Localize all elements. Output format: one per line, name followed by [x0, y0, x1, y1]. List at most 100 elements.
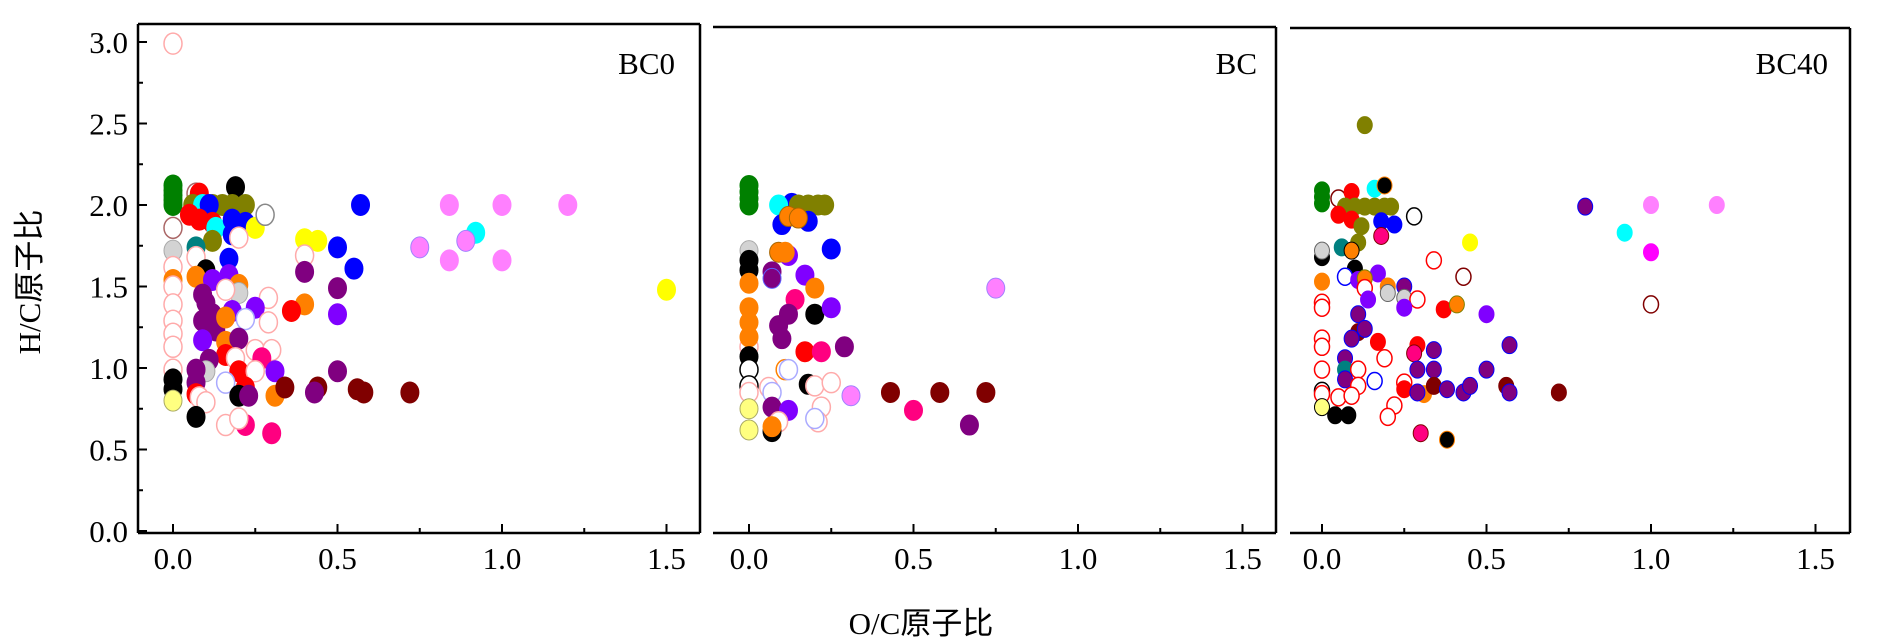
- data-point: [805, 303, 825, 325]
- data-point: [1501, 383, 1518, 402]
- data-point: [1616, 223, 1633, 242]
- data-point: [805, 375, 825, 397]
- data-point: [1356, 319, 1373, 338]
- data-point: [186, 405, 206, 428]
- data-point: [196, 390, 216, 414]
- data-point: [328, 303, 347, 326]
- data-point: [657, 278, 676, 301]
- data-point: [328, 277, 347, 300]
- data-point: [821, 297, 841, 319]
- data-point: [439, 194, 459, 216]
- data-point: [986, 277, 1006, 299]
- data-point: [1379, 284, 1396, 303]
- panel-label-bc0: BC0: [618, 46, 675, 81]
- data-point: [193, 329, 213, 352]
- data-point: [1409, 360, 1426, 379]
- data-point: [308, 229, 328, 252]
- x-tick-label: 0.5: [894, 541, 933, 576]
- data-point: [558, 194, 578, 216]
- data-point: [841, 385, 861, 407]
- x-tick-label: 0.5: [1467, 541, 1506, 576]
- data-point: [163, 335, 183, 359]
- data-point: [215, 278, 236, 302]
- data-point: [255, 203, 275, 227]
- data-point: [1409, 383, 1426, 402]
- data-point: [805, 407, 825, 430]
- data-point: [351, 194, 371, 216]
- data-point: [275, 376, 295, 399]
- x-tick-label: 0.0: [1303, 541, 1342, 576]
- data-point: [1439, 380, 1456, 399]
- x-tick-label: 1.0: [1632, 541, 1671, 576]
- y-tick-label: 3.0: [89, 25, 128, 60]
- data-point: [1313, 298, 1331, 317]
- data-point: [229, 226, 249, 249]
- data-point: [235, 307, 256, 331]
- data-point: [1313, 337, 1331, 357]
- data-point: [815, 194, 835, 216]
- data-point: [1550, 383, 1567, 402]
- data-point: [328, 360, 347, 383]
- data-point: [1314, 241, 1330, 260]
- data-point: [295, 260, 315, 283]
- data-point: [229, 327, 249, 350]
- data-point: [163, 194, 183, 216]
- data-point: [281, 299, 301, 322]
- data-point: [1455, 267, 1472, 286]
- data-point: [1501, 336, 1518, 355]
- x-tick-label: 1.5: [1223, 541, 1262, 576]
- data-point: [1425, 341, 1442, 360]
- data-point: [739, 398, 759, 420]
- data-point: [1379, 407, 1397, 427]
- y-tick-label: 0.0: [89, 514, 128, 549]
- data-point: [778, 358, 799, 381]
- data-point: [959, 414, 979, 436]
- data-point: [880, 381, 900, 403]
- data-point: [239, 384, 259, 407]
- data-point: [788, 207, 808, 229]
- data-point: [805, 277, 825, 299]
- data-point: [262, 422, 282, 445]
- panel-label-bc: BC: [1216, 46, 1257, 81]
- data-point: [354, 381, 374, 404]
- data-point: [1369, 332, 1386, 351]
- y-tick-label: 2.0: [89, 188, 128, 223]
- data-point: [1349, 360, 1367, 379]
- data-point: [1314, 272, 1330, 291]
- data-point: [410, 236, 430, 259]
- data-point: [739, 194, 759, 216]
- data-point: [811, 341, 831, 363]
- data-point: [821, 238, 841, 260]
- data-point: [1343, 386, 1360, 405]
- panel-label-bc40: BC40: [1756, 46, 1828, 81]
- x-tick-label: 0.5: [318, 541, 357, 576]
- data-point: [739, 326, 759, 348]
- data-point: [1396, 298, 1413, 317]
- data-point: [216, 306, 236, 329]
- data-point: [1478, 360, 1495, 379]
- y-tick-label: 1.5: [89, 270, 128, 305]
- y-tick-label: 2.5: [89, 107, 128, 142]
- data-point: [1376, 176, 1393, 195]
- x-tick-label: 0.0: [154, 541, 193, 576]
- data-point: [163, 389, 183, 412]
- data-point: [772, 328, 792, 350]
- data-point: [1643, 196, 1659, 214]
- data-point: [1383, 197, 1400, 216]
- data-point: [1577, 197, 1594, 216]
- data-point: [1462, 376, 1479, 395]
- axes: 0.0 0.5 1.0 1.5 2.0 2.5 3.0 0.0 0.5 1.0 1.5 0.0 0.5 1…: [89, 24, 1850, 576]
- data-point: [821, 371, 841, 394]
- x-tick-label: 1.0: [1059, 541, 1098, 576]
- data-point: [202, 229, 222, 252]
- data-point: [328, 236, 347, 259]
- data-point: [258, 311, 279, 334]
- data-point: [1360, 290, 1377, 309]
- data-point: [226, 176, 246, 199]
- data-point: [1356, 116, 1373, 135]
- data-point: [229, 407, 249, 430]
- data-point: [739, 272, 759, 294]
- data-point: [344, 257, 364, 280]
- data-point: [1439, 430, 1456, 449]
